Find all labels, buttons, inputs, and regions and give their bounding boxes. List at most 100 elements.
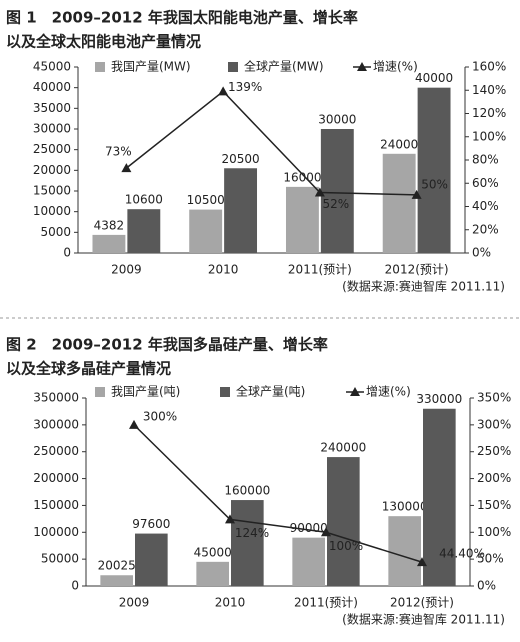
data-label: 16000 xyxy=(283,170,321,184)
x-tick-label: 2011(预计) xyxy=(294,596,358,610)
x-tick-label: 2009 xyxy=(119,596,150,610)
y-tick-label: 20000 xyxy=(33,163,71,177)
data-label: 50% xyxy=(421,177,448,191)
line-marker xyxy=(411,189,422,199)
legend-swatch xyxy=(220,387,230,397)
data-label: 4382 xyxy=(94,218,125,232)
y-tick-label: 150000 xyxy=(33,498,79,512)
legend-label: 增速(%) xyxy=(366,385,411,399)
y2-tick-label: 40% xyxy=(472,199,499,213)
y-tick-label: 15000 xyxy=(33,184,71,198)
x-tick-label: 2012(预计) xyxy=(390,596,454,610)
legend-swatch xyxy=(95,62,105,72)
data-label: 20025 xyxy=(98,559,136,573)
x-tick-label: 2010 xyxy=(215,596,246,610)
data-label: 40000 xyxy=(415,71,453,85)
data-label: 124% xyxy=(235,526,269,540)
y-tick-label: 10000 xyxy=(33,204,71,218)
source-note: (数据来源:赛迪智库 2011.11) xyxy=(342,612,505,627)
bar xyxy=(285,186,319,253)
y2-tick-label: 350% xyxy=(477,391,511,405)
y-tick-label: 200000 xyxy=(33,471,79,485)
legend-label: 我国产量(吨) xyxy=(111,385,180,399)
y-tick-label: 45000 xyxy=(33,60,71,74)
line-marker xyxy=(417,557,427,567)
data-label: 300% xyxy=(143,409,177,423)
y2-tick-label: 300% xyxy=(477,417,511,431)
line xyxy=(125,90,417,196)
y-tick-label: 30000 xyxy=(33,122,71,136)
legend-label: 我国产量(MW) xyxy=(111,60,191,74)
data-label: 130000 xyxy=(382,500,428,514)
y-tick-label: 300000 xyxy=(33,417,79,431)
data-label: 44.40% xyxy=(439,547,485,561)
chart-title: 以及全球多晶硅产量情况 xyxy=(6,360,171,378)
y2-tick-label: 0% xyxy=(472,246,491,260)
bar xyxy=(196,561,229,586)
data-label: 139% xyxy=(228,80,262,94)
line-marker xyxy=(321,527,331,537)
legend-label: 全球产量(吨) xyxy=(236,384,305,399)
y2-tick-label: 120% xyxy=(472,106,506,120)
data-label: 97600 xyxy=(132,517,170,531)
data-label: 45000 xyxy=(194,545,232,559)
line-marker xyxy=(225,514,235,524)
bar xyxy=(292,537,325,586)
legend-swatch xyxy=(228,62,238,72)
bar xyxy=(100,575,133,586)
data-label: 24000 xyxy=(380,137,418,151)
y-tick-label: 250000 xyxy=(33,444,79,458)
bar xyxy=(92,234,126,253)
y2-tick-label: 150% xyxy=(477,498,511,512)
bar xyxy=(135,533,168,586)
x-tick-label: 2011(预计) xyxy=(288,263,352,277)
data-label: 52% xyxy=(323,197,350,211)
data-label: 240000 xyxy=(320,441,366,455)
legend-marker xyxy=(357,62,367,71)
source-note: (数据来源:赛迪智库 2011.11) xyxy=(342,279,505,294)
bar xyxy=(417,87,451,254)
data-label: 73% xyxy=(105,145,132,159)
bar xyxy=(231,500,264,586)
y2-tick-label: 100% xyxy=(477,525,511,539)
x-tick-label: 2012(预计) xyxy=(385,263,449,277)
y-tick-label: 40000 xyxy=(33,80,71,94)
x-tick-label: 2010 xyxy=(208,263,239,277)
bar xyxy=(127,209,161,253)
line xyxy=(133,424,423,563)
y-tick-label: 5000 xyxy=(40,225,71,239)
data-label: 10500 xyxy=(187,193,225,207)
y2-tick-label: 200% xyxy=(477,471,511,485)
line-marker xyxy=(314,187,325,197)
x-tick-label: 2009 xyxy=(111,263,142,277)
data-label: 30000 xyxy=(318,113,356,127)
legend-label: 增速(%) xyxy=(373,60,418,74)
bar xyxy=(189,209,223,253)
legend-marker xyxy=(350,387,360,396)
data-label: 330000 xyxy=(416,392,462,406)
chart-title: 图 2 2009–2012 年我国多晶硅产量、增长率 xyxy=(6,336,328,354)
data-label: 20500 xyxy=(221,152,259,166)
y-tick-label: 25000 xyxy=(33,142,71,156)
y2-tick-label: 50% xyxy=(477,552,504,566)
legend-label: 全球产量(MW) xyxy=(244,59,324,74)
bar xyxy=(423,408,456,586)
y2-tick-label: 140% xyxy=(472,83,506,97)
y-tick-label: 0 xyxy=(71,579,79,593)
bar xyxy=(388,516,421,586)
data-label: 100% xyxy=(329,539,363,553)
chart-title: 图 1 2009–2012 年我国太阳能电池产量、增长率 xyxy=(6,9,358,27)
y2-tick-label: 250% xyxy=(477,444,511,458)
bar xyxy=(320,129,354,253)
bar xyxy=(382,153,416,253)
bar xyxy=(327,457,360,586)
line-marker xyxy=(218,86,229,96)
bar xyxy=(224,168,258,253)
y-tick-label: 100000 xyxy=(33,525,79,539)
legend-swatch xyxy=(95,387,105,397)
y2-tick-label: 100% xyxy=(472,129,506,143)
y2-tick-label: 60% xyxy=(472,176,499,190)
chart-title: 以及全球太阳能电池产量情况 xyxy=(6,33,201,51)
y-tick-label: 0 xyxy=(63,246,71,260)
